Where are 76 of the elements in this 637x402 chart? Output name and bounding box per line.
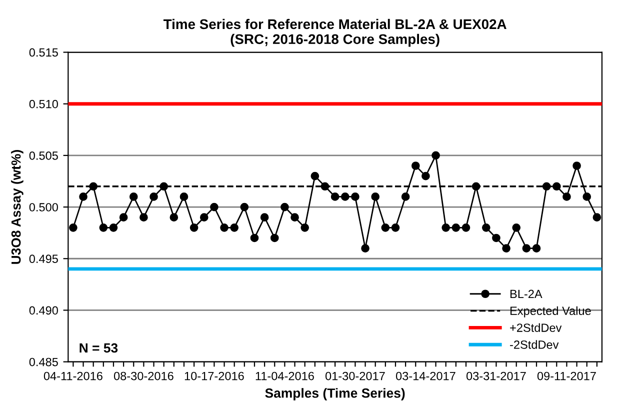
point [391,224,400,232]
point [462,224,470,232]
point [522,244,531,252]
point [552,182,561,191]
legend-label: BL-2A [510,290,542,298]
x-tick-label: 03-31-2017 [466,372,526,380]
point [492,234,500,242]
point [250,234,259,242]
y-tick-label: 0.490 [29,306,58,315]
point [320,182,330,191]
x-tick-label: 10-17-2016 [184,372,244,380]
point [300,224,310,232]
point [109,224,118,232]
point [582,192,592,201]
point [129,192,138,201]
point [270,234,279,242]
point [592,213,602,222]
x-axis-title: Samples (Time Series) [265,388,405,400]
point [532,244,541,252]
point [69,224,78,232]
point [210,202,218,212]
point [140,213,148,222]
point [562,192,571,201]
point [361,244,370,252]
point [290,213,299,222]
point [220,224,228,232]
point [472,182,480,191]
point [432,151,440,160]
chart-title: Time Series for Reference Material BL-2A & UEX02A (SRC; 2016-2018 Core Samples) [163,18,506,47]
x-tick-label: 09-11-2017 [537,372,596,380]
x-tick-label: 01-30-2017 [325,372,385,380]
point [230,224,239,232]
point [572,162,581,170]
point [351,192,360,201]
point [502,244,510,252]
point [401,192,410,201]
point [99,224,108,232]
point [310,172,320,180]
legend-label: Expected Value [510,306,591,318]
y-tick-label: 0.505 [29,151,58,160]
point [170,213,178,222]
point [280,202,289,212]
point [150,192,158,201]
point [79,192,88,201]
legend-label: +2StdDev [510,323,562,332]
x-tick-label: 03-14-2017 [396,372,456,380]
y-tick-label: 0.495 [29,254,58,264]
point [180,192,188,201]
point [119,213,128,222]
point [381,224,390,232]
point [442,224,450,232]
point [371,192,380,201]
point [340,192,350,201]
y-tick-label: 0.485 [29,358,58,366]
y-tick-label: 0.510 [29,100,58,108]
point [542,182,551,191]
point [330,192,340,201]
point [89,182,98,191]
y-axis-title: U3O8 Assay (wt%) [11,150,24,264]
point [200,213,208,222]
point [452,224,460,232]
legend-label: -2StdDev [510,340,559,349]
y-tick-label: 0.500 [29,203,58,212]
point [512,224,521,232]
x-tick-label: 04-11-2016 [44,372,102,380]
y-tick-label: 0.515 [29,48,58,57]
point [240,202,249,212]
x-tick-label: 08-30-2016 [114,372,174,380]
annotation: N = 53 [80,343,118,353]
point [482,224,490,232]
point [422,172,430,180]
x-tick-label: 11-04-2016 [256,372,314,380]
point [190,224,198,232]
point [260,213,269,222]
point [160,182,168,191]
point [411,162,420,170]
